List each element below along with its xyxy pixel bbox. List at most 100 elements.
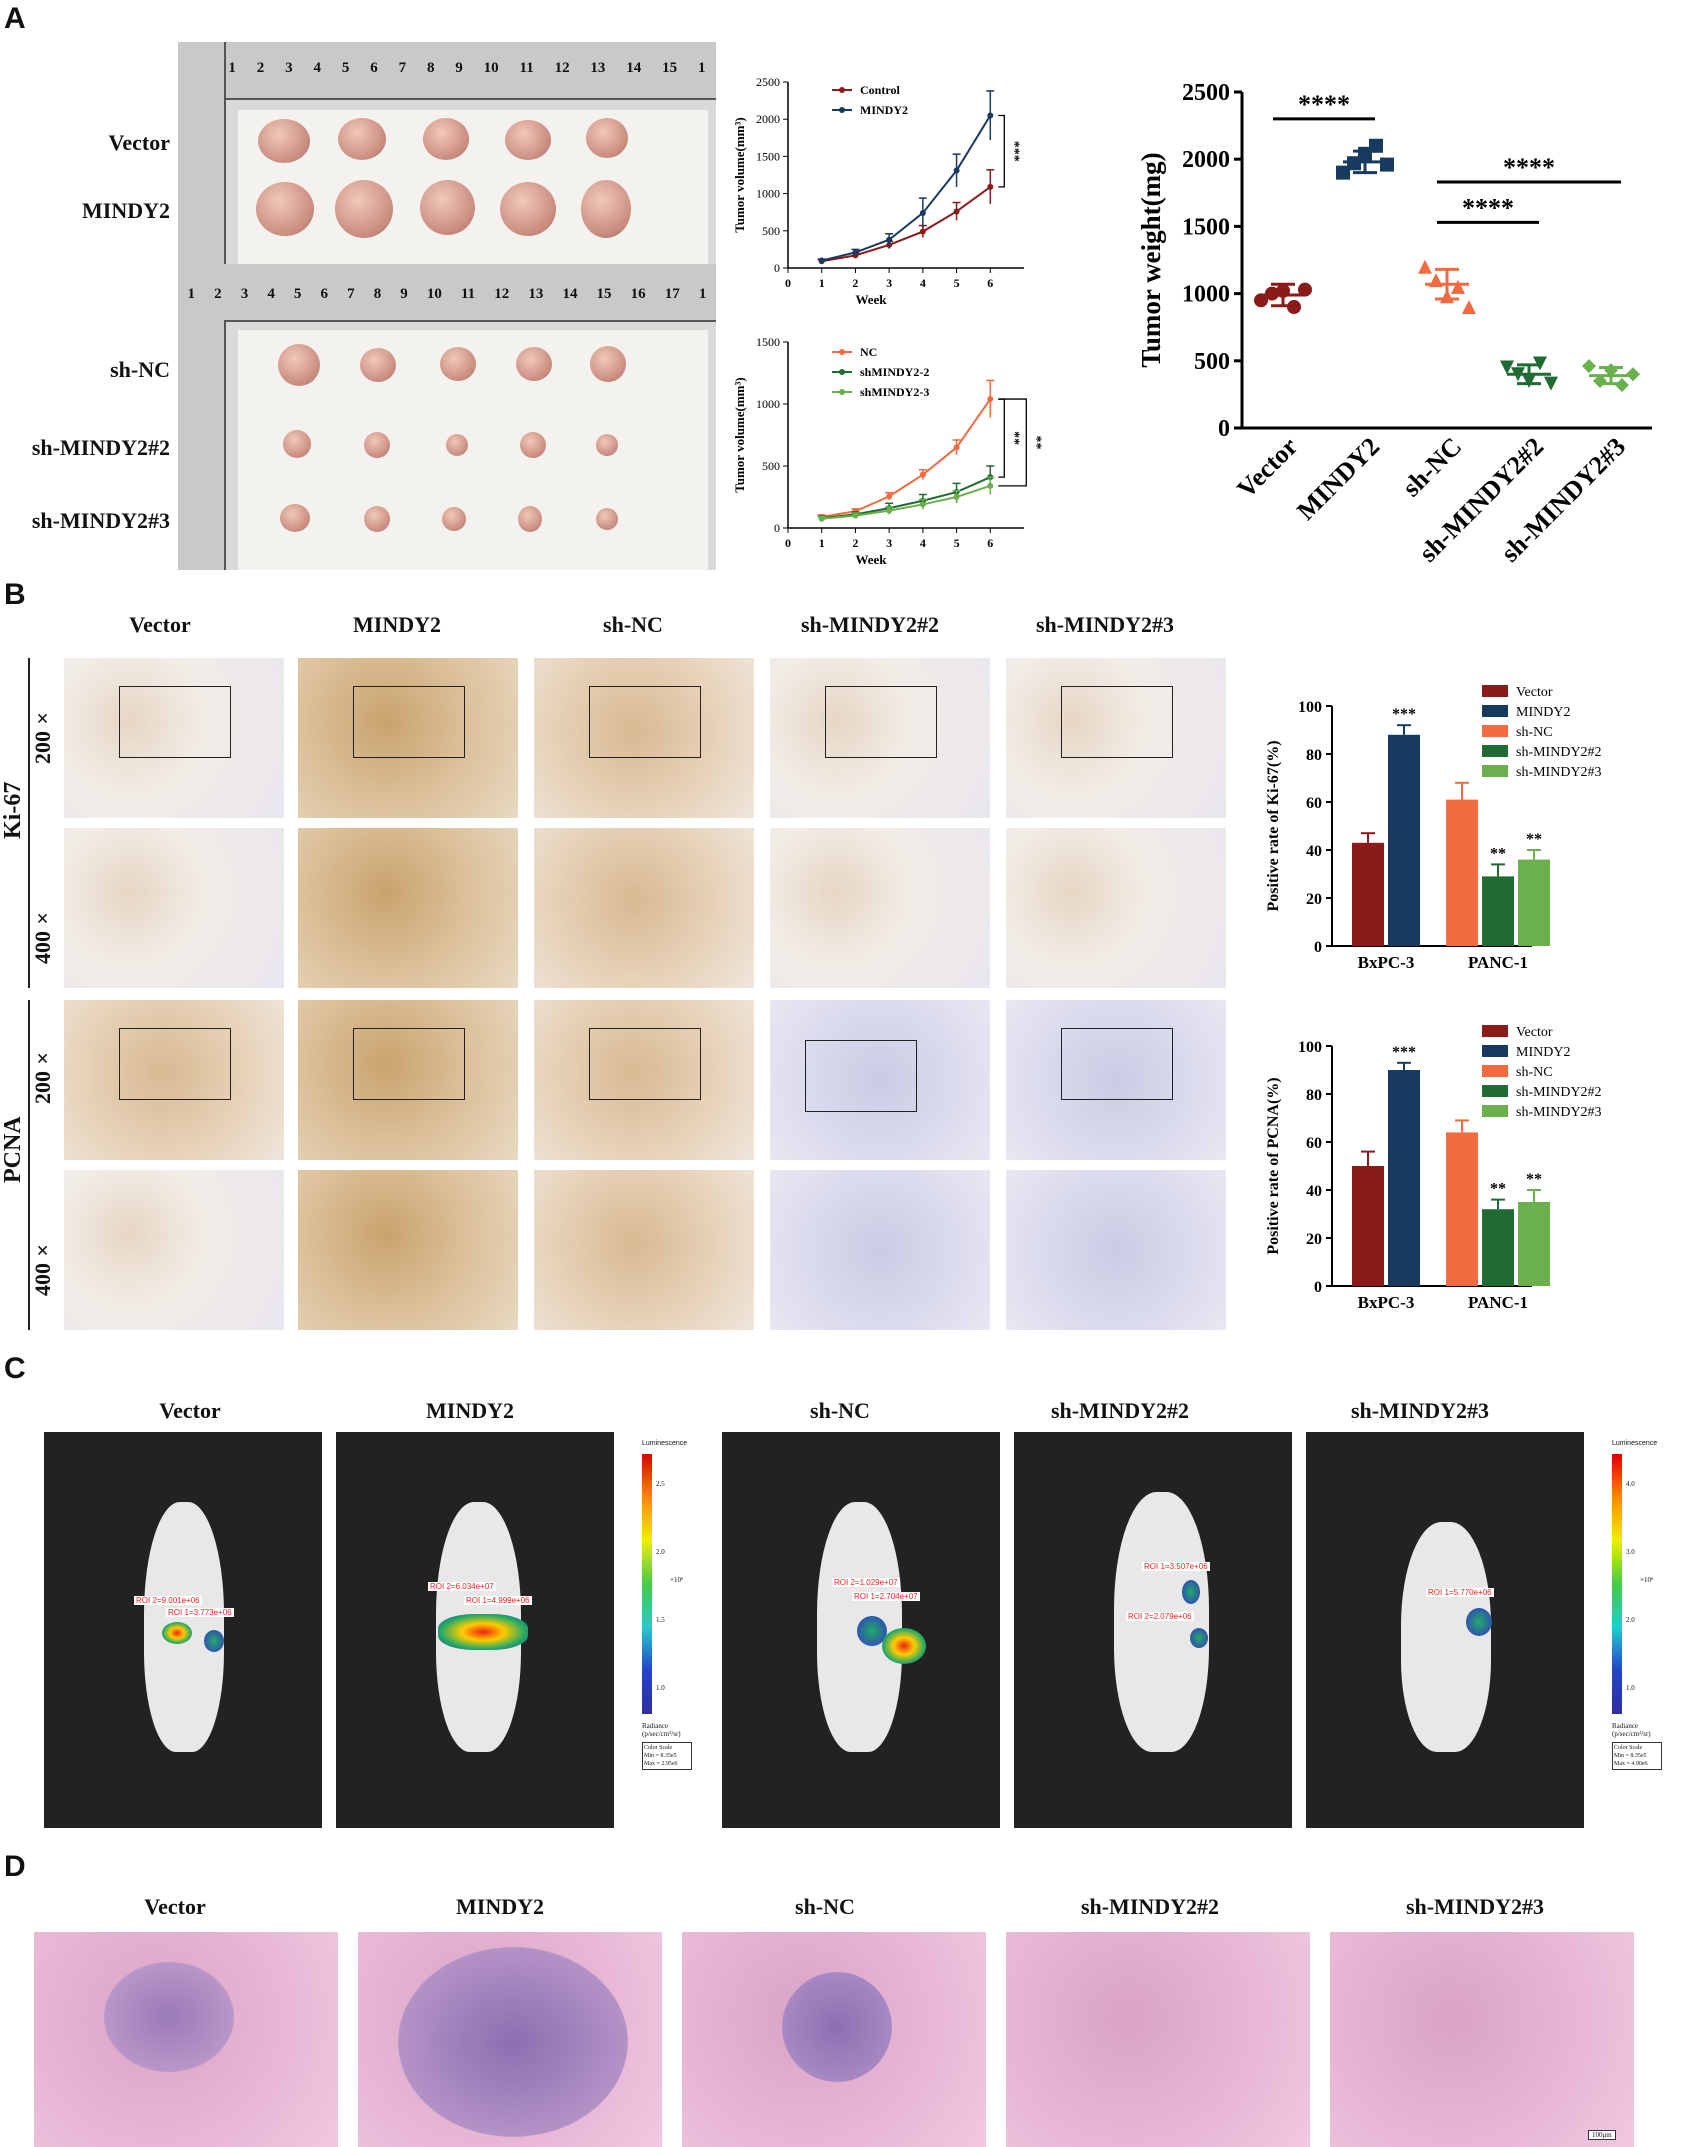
he-image (358, 1932, 662, 2147)
row-label-sh-mindy2-3: sh-MINDY2#3 (31, 508, 170, 533)
y-axis-label: Tumor weight(mg) (1140, 152, 1166, 367)
bar (1518, 859, 1550, 946)
data-point (1369, 138, 1383, 153)
x-tick-label: 0 (785, 276, 791, 290)
col-label: Vector (144, 1894, 206, 1919)
row-label-pcna: PCNA (0, 1116, 26, 1184)
roi-label: ROI 1=2.704e+07 (852, 1592, 920, 1601)
significance-label: *** (1392, 706, 1416, 723)
colorbar-radiance: Radiance (1612, 1722, 1639, 1730)
y-tick-label: 1500 (756, 335, 780, 349)
tumor-volume-chart-knockdown: 0 500 1000 1500 0 1 2 3 4 5 6 Week Tumor volume(mm³)… (732, 335, 1043, 567)
ihc-image (534, 1000, 754, 1160)
series-line (821, 484, 991, 520)
ruler-numbers-top: 1 2 3 4 5 6 7 8 9 10 11 12 13 14 15 1 (228, 60, 706, 76)
row-bracket (28, 1000, 30, 1330)
series-line (821, 398, 992, 518)
tumor (581, 180, 631, 238)
colorbar-gradient (1612, 1454, 1622, 1714)
data-point (818, 515, 825, 522)
colorbar-title: Luminescence (642, 1440, 688, 1447)
y-axis-label: Positive rate of PCNA(%) (1265, 1077, 1282, 1254)
bar (1352, 842, 1384, 946)
colorbar-right: Luminescence 4.0 3.0 2.0 1.0 ×10⁶ Radian… (1600, 1440, 1680, 1840)
tumor (423, 118, 469, 160)
he-column-header: Vector MINDY2 sh-NC sh-MINDY2#2 sh-MINDY… (20, 1894, 1660, 1924)
legend-swatch (1482, 1085, 1508, 1097)
tumor (446, 434, 468, 456)
tumor-weight-chart: 0 500 1000 1500 2000 2500 Tumor weight(mg) Vect… (1140, 80, 1652, 568)
ivis-image: ROI 1=3.507e+06 ROI 2=2.079e+06 (1014, 1432, 1292, 1828)
colorbar-tick: 2.0 (656, 1548, 665, 1556)
colorbar-unit: ×10⁶ (1640, 1576, 1654, 1584)
series-line (821, 476, 991, 520)
he-image: 100μm (1330, 1932, 1634, 2147)
col-label: MINDY2 (426, 1398, 514, 1423)
roi-label: ROI 2=1.029e+07 (832, 1578, 900, 1587)
he-image (34, 1932, 338, 2147)
y-tick-label: 1500 (1182, 214, 1230, 240)
colorbar-tick: 3.0 (1626, 1548, 1635, 1556)
legend-label: Vector (1516, 1025, 1553, 1040)
y-tick-label: 100 (1298, 1039, 1322, 1056)
colorbar-scale-box: Color Scale Min = 8.35e5 Max = 2.95e6 (642, 1742, 692, 1770)
ivis-image: ROI 2=1.029e+07 ROI 1=2.704e+07 (722, 1432, 1000, 1828)
y-tick-label: 0 (1314, 1279, 1322, 1296)
y-axis-label: Tumor volume(mm³) (732, 377, 747, 492)
y-tick-label: 1000 (756, 187, 780, 201)
colorbar-scale-box: Color Scale Min = 8.35e5 Max = 4.90e6 (1612, 1742, 1662, 1770)
y-tick-label: 20 (1306, 1231, 1322, 1248)
ruler-left-bottom (178, 320, 226, 570)
y-tick-label: 500 (762, 459, 780, 473)
x-tick-label: MINDY2 (1291, 432, 1385, 526)
tumor (360, 348, 396, 382)
legend-swatch (1482, 745, 1508, 757)
col-label: sh-MINDY2#3 (1035, 612, 1175, 637)
tumor (596, 508, 618, 530)
data-point (1593, 373, 1607, 388)
data-point (1336, 165, 1350, 180)
legend-label: shMINDY2-3 (860, 385, 929, 399)
significance-label: **** (1503, 153, 1555, 182)
col-label: sh-MINDY2#2 (800, 612, 940, 637)
col-label: sh-NC (810, 1398, 870, 1423)
significance-label: ** (1490, 1181, 1506, 1198)
data-point (1287, 300, 1301, 315)
col-label: sh-MINDY2#2 (1050, 1398, 1190, 1423)
colorbar-tick: 1.0 (656, 1684, 665, 1692)
ihc-image (298, 828, 518, 988)
signal-blob (1182, 1580, 1200, 1604)
data-point (1347, 156, 1361, 171)
colorbar-tick: 1.0 (1626, 1684, 1635, 1692)
bar (1388, 734, 1420, 946)
legend-label: Control (860, 83, 900, 97)
metastasis-region (398, 1947, 628, 2137)
y-axis-label: Tumor volume(mm³) (732, 117, 747, 232)
ruler-top (178, 42, 716, 100)
legend-label: MINDY2 (860, 103, 908, 117)
y-tick-label: 1000 (756, 397, 780, 411)
legend-label: MINDY2 (1516, 1045, 1570, 1060)
data-point (852, 249, 859, 256)
legend-label: sh-NC (1516, 1065, 1553, 1080)
data-point (1511, 367, 1525, 382)
scale-title: Color Scale (1614, 1745, 1643, 1751)
bar (1446, 1132, 1478, 1286)
significance-label: **** (1462, 193, 1514, 222)
data-point (818, 257, 825, 264)
data-point (886, 493, 893, 500)
x-tick-label: 0 (785, 536, 791, 550)
x-tick-label: 3 (886, 536, 892, 550)
data-point (987, 482, 994, 489)
series-line (821, 114, 992, 262)
bar (1518, 1202, 1550, 1286)
colorbar-radiance-unit: (p/sec/cm²/sr) (642, 1730, 681, 1738)
scale-max: Max = 4.90e6 (1614, 1761, 1648, 1767)
legend-label: sh-MINDY2#3 (1516, 765, 1602, 780)
data-point (852, 512, 859, 519)
data-point (1533, 356, 1547, 371)
x-tick-label: BxPC-3 (1358, 1293, 1415, 1312)
x-tick-label: 4 (920, 536, 926, 550)
significance-label: ** (1526, 1171, 1542, 1188)
x-tick-label: 6 (987, 276, 993, 290)
